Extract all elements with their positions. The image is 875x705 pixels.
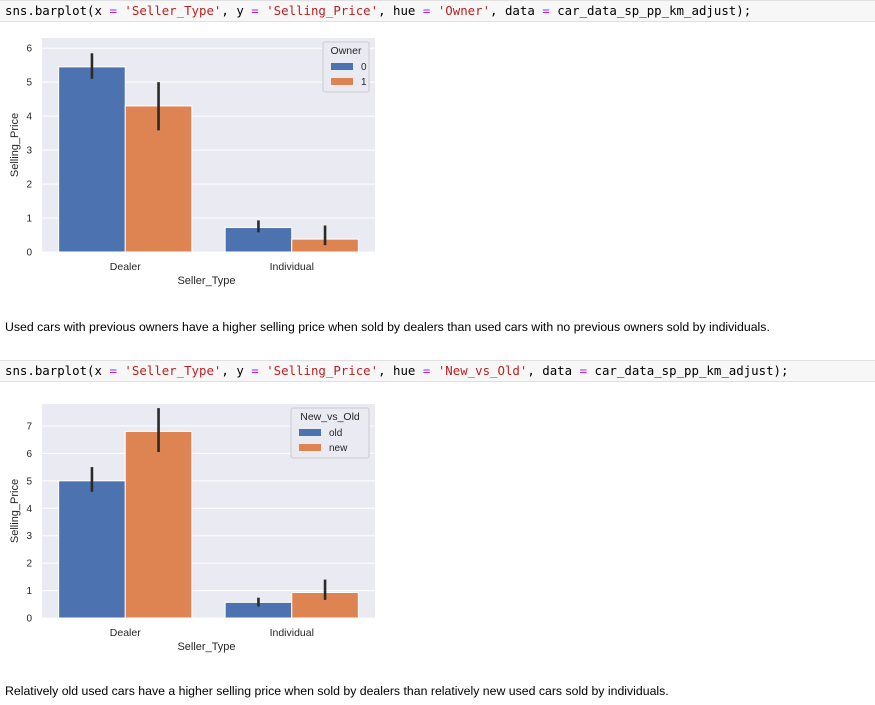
code-y-val: 'Selling_Price' — [266, 3, 379, 18]
y-axis-label: Selling_Price — [9, 113, 21, 177]
y-tick-label: 7 — [26, 421, 32, 432]
y-tick-label: 5 — [26, 476, 32, 487]
y-tick-label: 0 — [26, 248, 32, 259]
legend-swatch — [331, 78, 353, 85]
legend-entry: old — [329, 428, 342, 439]
legend-swatch — [299, 444, 321, 451]
code-fn: sns.barplot( — [5, 3, 95, 18]
legend: Owner 0 1 — [322, 41, 370, 93]
y-tick-label: 2 — [26, 559, 32, 570]
y-tick-label: 4 — [26, 504, 32, 515]
new-vs-old-barplot: 0 1 2 3 4 5 6 7 Dealer Individual Seller_Type Selli… — [9, 404, 375, 653]
bar — [58, 66, 126, 253]
x-tick-label: Dealer — [110, 261, 141, 273]
y-tick-label: 1 — [26, 214, 32, 225]
y-tick-label: 3 — [26, 531, 32, 542]
y-tick-label: 2 — [26, 180, 32, 191]
code-y-kw: y — [236, 363, 244, 378]
code-hue-val: 'New_vs_Old' — [437, 363, 528, 378]
bar — [124, 430, 193, 619]
y-tick-label: 3 — [26, 146, 32, 157]
code-data-val: car_data_sp_pp_km_adjust); — [557, 3, 752, 18]
code-hue-val: 'Owner' — [437, 3, 491, 18]
x-axis-label: Seller_Type — [177, 641, 235, 653]
code-hue-kw: hue — [393, 363, 416, 378]
code-y-kw: y — [236, 3, 244, 18]
code-x-kw: x — [94, 3, 102, 18]
y-tick-label: 0 — [26, 614, 32, 625]
code-hue-kw: hue — [393, 3, 416, 18]
code-x-val: 'Seller_Type' — [124, 3, 222, 18]
code-fn: sns.barplot( — [5, 363, 95, 378]
legend-title: New_vs_Old — [300, 411, 360, 423]
y-tick-label: 6 — [26, 449, 32, 460]
y-tick-label: 5 — [26, 78, 32, 89]
code-cell-1[interactable]: sns.barplot(x = 'Seller_Type', y = 'Sell… — [0, 0, 875, 22]
owner-barplot: 0 1 2 3 4 5 6 Dealer Individual Seller_Type Sellin… — [9, 38, 375, 287]
x-tick-label: Individual — [270, 627, 314, 639]
x-tick-label: Individual — [270, 261, 314, 273]
legend-entry: 0 — [361, 62, 367, 73]
legend-swatch — [299, 429, 321, 436]
code-data-val: car_data_sp_pp_km_adjust); — [594, 363, 789, 378]
note-2: Relatively old used cars have a higher s… — [5, 684, 669, 698]
code-x-val: 'Seller_Type' — [124, 363, 222, 378]
code-y-val: 'Selling_Price' — [266, 363, 379, 378]
legend-entry: 1 — [361, 77, 367, 88]
bar — [58, 480, 126, 619]
code-x-kw: x — [94, 363, 102, 378]
code-data-kw: data — [542, 363, 573, 378]
note-1: Used cars with previous owners have a hi… — [5, 320, 770, 334]
code-cell-2[interactable]: sns.barplot(x = 'Seller_Type', y = 'Sell… — [0, 360, 875, 382]
legend-title: Owner — [331, 45, 362, 57]
y-tick-label: 1 — [26, 586, 32, 597]
legend-swatch — [331, 63, 353, 70]
y-axis-label: Selling_Price — [9, 479, 21, 543]
y-tick-label: 6 — [26, 44, 32, 55]
legend-entry: new — [329, 443, 348, 454]
x-tick-label: Dealer — [110, 627, 141, 639]
x-axis-label: Seller_Type — [177, 275, 235, 287]
y-tick-label: 4 — [26, 112, 32, 123]
code-data-kw: data — [504, 3, 535, 18]
